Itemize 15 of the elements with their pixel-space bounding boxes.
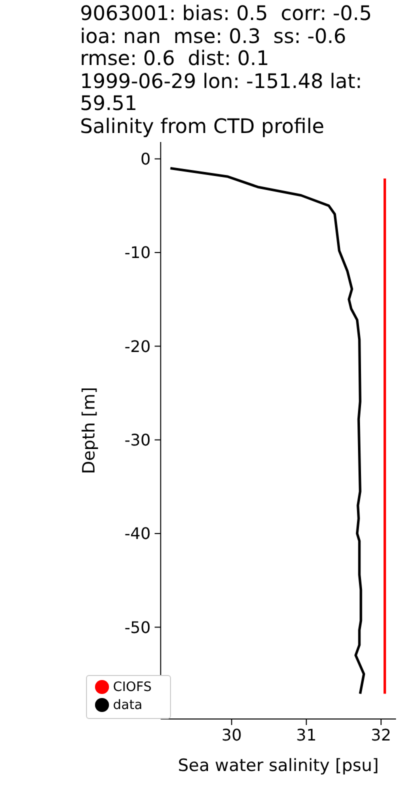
- y-tick-label: -30: [124, 430, 151, 450]
- chart-title: 9063001: bias: 0.5 corr: -0.5 ioa: nan mse: 0.3 ss: -0.6 rmse: 0.6 dist: 0.1 1999-06-29 lon: -151.48 lat: 59.51 Salinity from CTD profile: [80, 0, 373, 138]
- line-series: [169, 166, 366, 695]
- x-tick-label: 31: [296, 725, 317, 744]
- y-tick-label: -10: [124, 243, 151, 262]
- y-tick-label: -20: [124, 336, 151, 356]
- y-tick-label: -50: [124, 618, 151, 637]
- y-tick-label: -40: [124, 524, 151, 544]
- legend-label: CIOFS: [113, 680, 152, 695]
- legend-label: data: [113, 698, 142, 713]
- x-tick-label: 32: [370, 725, 392, 744]
- x-axis-title: Sea water salinity [psu]: [178, 756, 379, 776]
- y-tick-label: 0: [140, 150, 151, 169]
- y-axis-title: Depth [m]: [80, 386, 100, 474]
- x-tick-label: 30: [221, 725, 242, 744]
